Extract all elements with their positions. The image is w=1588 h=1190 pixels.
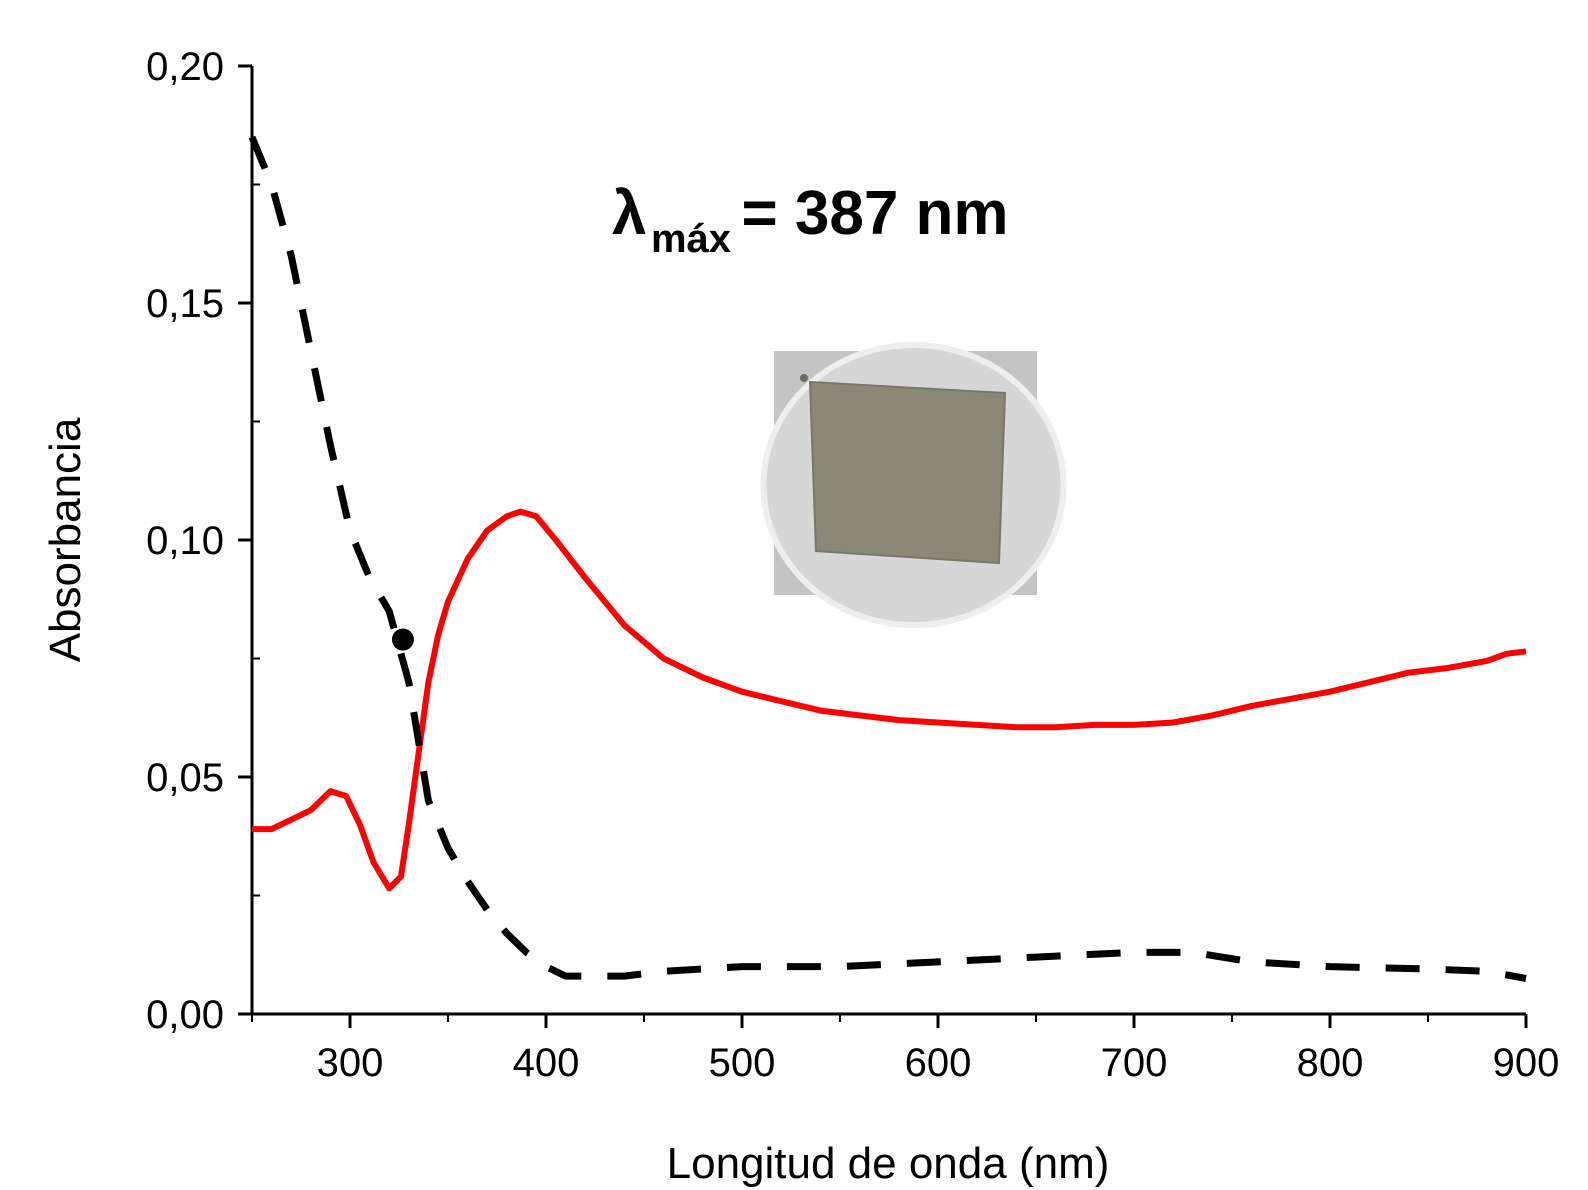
sample-speck (800, 374, 808, 382)
film-sample (808, 380, 1007, 565)
y-tick-label: 0,10 (146, 519, 224, 563)
x-tick-label: 400 (513, 1041, 580, 1085)
x-tick-label: 800 (1297, 1041, 1364, 1085)
y-axis-label: Absorbancia (41, 417, 90, 662)
series-marker (391, 628, 414, 651)
y-tick-label: 0,15 (146, 282, 224, 326)
x-tick-label: 900 (1493, 1041, 1560, 1085)
y-tick-label: 0,20 (146, 45, 224, 89)
inset-photo (760, 342, 1067, 628)
x-ticks: 300 400 500 600 700 800 900 (251, 1014, 1560, 1085)
x-tick-label: 600 (905, 1041, 972, 1085)
data-series (248, 135, 1527, 982)
lambda-max-annotation: λ máx = 387 nm (612, 179, 1009, 261)
lambda-value: = 387 nm (741, 179, 1008, 248)
x-tick-label: 700 (1101, 1041, 1168, 1085)
lambda-symbol: λ (612, 179, 646, 248)
y-tick-label: 0,00 (146, 993, 224, 1037)
solid-series-line (252, 508, 1527, 892)
x-tick-label: 500 (709, 1041, 776, 1085)
y-tick-label: 0,05 (146, 756, 224, 800)
x-axis-label: Longitud de onda (nm) (667, 1139, 1110, 1188)
x-tick-label: 300 (317, 1041, 384, 1085)
y-ticks: 0,00 0,05 0,10 0,15 0,20 (146, 45, 260, 1037)
lambda-subscript: máx (651, 217, 731, 261)
